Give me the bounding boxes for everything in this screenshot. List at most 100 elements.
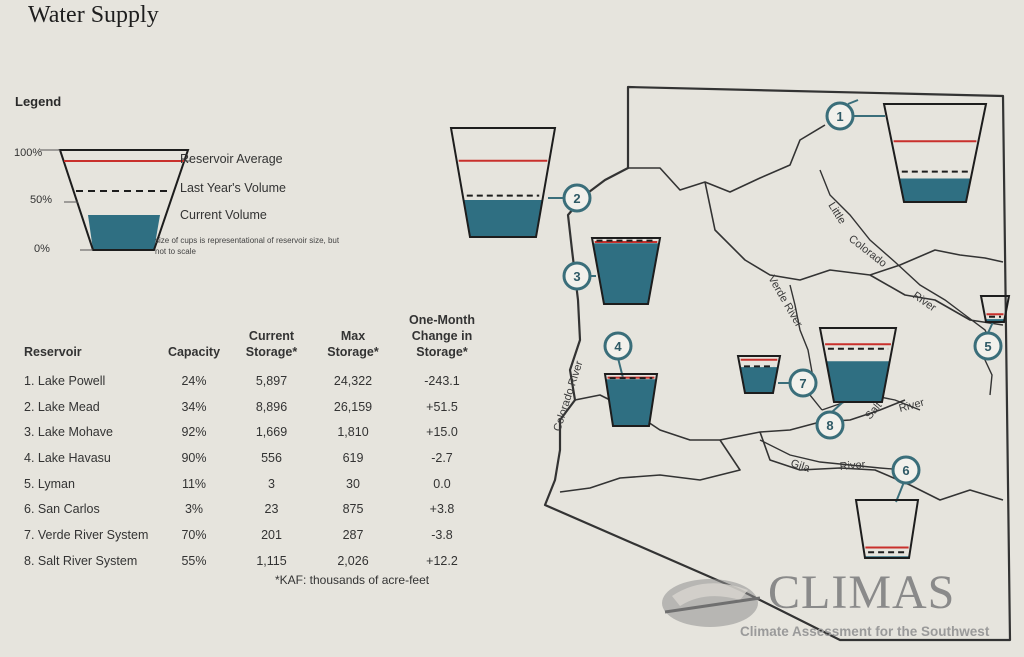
table-row: 7. Verde River System 70% 201 287 -3.8 <box>24 522 492 548</box>
river-label-salt-river: River <box>898 397 926 415</box>
cell-change: +3.8 <box>429 502 455 517</box>
cup-6-outline <box>854 499 920 559</box>
climas-logo-emblem <box>662 579 761 627</box>
marker-connectors <box>548 99 994 503</box>
header-current-storage: Current Storage* <box>245 329 298 359</box>
table-footnote: *KAF: thousands of acre-feet <box>275 573 430 587</box>
legend-average-label: Reservoir Average <box>180 152 283 166</box>
cup-4 <box>603 373 659 427</box>
cell-current: 5,897 <box>255 373 288 388</box>
cell-name: 3. Lake Mohave <box>24 425 113 440</box>
marker-6[interactable]: 6 <box>891 455 921 485</box>
cell-current: 3 <box>268 476 275 491</box>
table-row: 2. Lake Mead 34% 8,896 26,159 +51.5 <box>24 394 492 420</box>
table-row: 4. Lake Havasu 90% 556 619 -2.7 <box>24 445 492 471</box>
cup-3-water <box>592 243 660 304</box>
marker-3[interactable]: 3 <box>562 261 592 291</box>
cell-name: 2. Lake Mead <box>24 399 100 414</box>
river-label-little: Little <box>825 200 847 226</box>
cell-name: 1. Lake Powell <box>24 373 106 388</box>
table-row: 8. Salt River System 55% 1,115 2,026 +12… <box>24 548 492 574</box>
cup-2-outline <box>449 127 557 238</box>
river-label-gila-river: River <box>839 459 866 473</box>
table-header-row: Reservoir Capacity Current Storage* Max … <box>24 312 492 368</box>
cell-change: +15.0 <box>426 425 458 440</box>
cup-3-outline <box>590 237 662 305</box>
river-label-gila: Gila <box>789 457 812 475</box>
marker-3-label: 3 <box>573 269 580 284</box>
cup-7-outline <box>736 355 782 394</box>
cup-7-water <box>740 367 778 393</box>
legend-cup-water <box>88 215 160 250</box>
marker-5-label: 5 <box>984 339 991 354</box>
cell-change: -2.7 <box>431 450 453 465</box>
climas-logo-text: CLIMAS <box>768 566 956 619</box>
cell-max: 875 <box>342 502 364 517</box>
header-reservoir: Reservoir <box>24 345 82 359</box>
river-label-salt: Salt <box>863 400 884 422</box>
cell-current: 1,115 <box>256 553 287 568</box>
cell-name: 6. San Carlos <box>24 502 100 517</box>
cup-6 <box>854 499 920 559</box>
marker-1-label: 1 <box>836 109 843 124</box>
reservoir-cups <box>449 103 1011 559</box>
marker-5[interactable]: 5 <box>973 331 1003 361</box>
legend-cup-outline <box>58 149 190 251</box>
cell-change: -3.8 <box>431 527 453 542</box>
legend-pct-50: 50% <box>30 194 53 206</box>
cell-max: 1,810 <box>337 425 369 440</box>
marker-7[interactable]: 7 <box>788 368 818 398</box>
cell-capacity: 90% <box>181 450 207 465</box>
cell-change: 0.0 <box>433 476 451 491</box>
cup-7 <box>736 355 782 394</box>
county-lines <box>559 124 1004 501</box>
legend-pct-100: 100% <box>14 147 43 159</box>
marker-6-label: 6 <box>902 463 909 478</box>
marker-2[interactable]: 2 <box>562 183 592 213</box>
legend-lastyear-label: Last Year's Volume <box>180 181 286 195</box>
cell-capacity: 92% <box>181 425 207 440</box>
cell-current: 8,896 <box>255 399 288 414</box>
cell-capacity: 55% <box>181 553 207 568</box>
cell-current: 556 <box>261 450 282 465</box>
cup-3 <box>590 237 662 305</box>
cell-capacity: 11% <box>181 476 207 491</box>
header-change: One-Month Change in Storage* <box>409 313 475 359</box>
table-row: 6. San Carlos 3% 23 875 +3.8 <box>24 496 492 522</box>
legend-title: Legend <box>15 94 62 109</box>
cell-capacity: 34% <box>181 399 207 414</box>
cell-capacity: 24% <box>181 373 207 388</box>
cell-current: 23 <box>264 502 279 517</box>
cell-change: -243.1 <box>424 373 460 388</box>
cell-current: 201 <box>261 527 282 542</box>
marker-1[interactable]: 1 <box>825 101 855 131</box>
legend-pct-0: 0% <box>34 243 50 255</box>
marker-4[interactable]: 4 <box>603 331 633 361</box>
cell-max: 619 <box>342 450 364 465</box>
cup-5 <box>979 295 1011 323</box>
cup-5-outline <box>979 295 1011 323</box>
cup-8-outline <box>818 327 898 403</box>
cup-2-water <box>463 199 543 237</box>
cup-1-water <box>899 178 971 202</box>
cell-name: 4. Lake Havasu <box>24 450 111 465</box>
cell-max: 24,322 <box>333 373 373 388</box>
marker-8-label: 8 <box>826 418 833 433</box>
river-label-colorado-lower: Colorado River <box>551 359 585 433</box>
legend-current-label: Current Volume <box>180 208 267 222</box>
legend-note: size of cups is representational of rese… <box>155 236 340 256</box>
cell-change: +51.5 <box>426 399 458 414</box>
marker-8[interactable]: 8 <box>815 410 845 440</box>
climas-logo-subtitle: Climate Assessment for the Southwest <box>740 624 990 639</box>
table-row: 3. Lake Mohave 92% 1,669 1,810 +15.0 <box>24 419 492 445</box>
cup-8-water <box>826 361 890 402</box>
cell-change: +12.2 <box>426 553 458 568</box>
cell-name: 8. Salt River System <box>24 553 138 568</box>
gila-river <box>759 439 906 471</box>
cell-max: 287 <box>342 527 364 542</box>
cup-8 <box>818 327 898 403</box>
cup-1-outline <box>882 103 988 203</box>
cell-max: 30 <box>346 476 360 491</box>
table-row: 1. Lake Powell 24% 5,897 24,322 -243.1 <box>24 368 492 394</box>
